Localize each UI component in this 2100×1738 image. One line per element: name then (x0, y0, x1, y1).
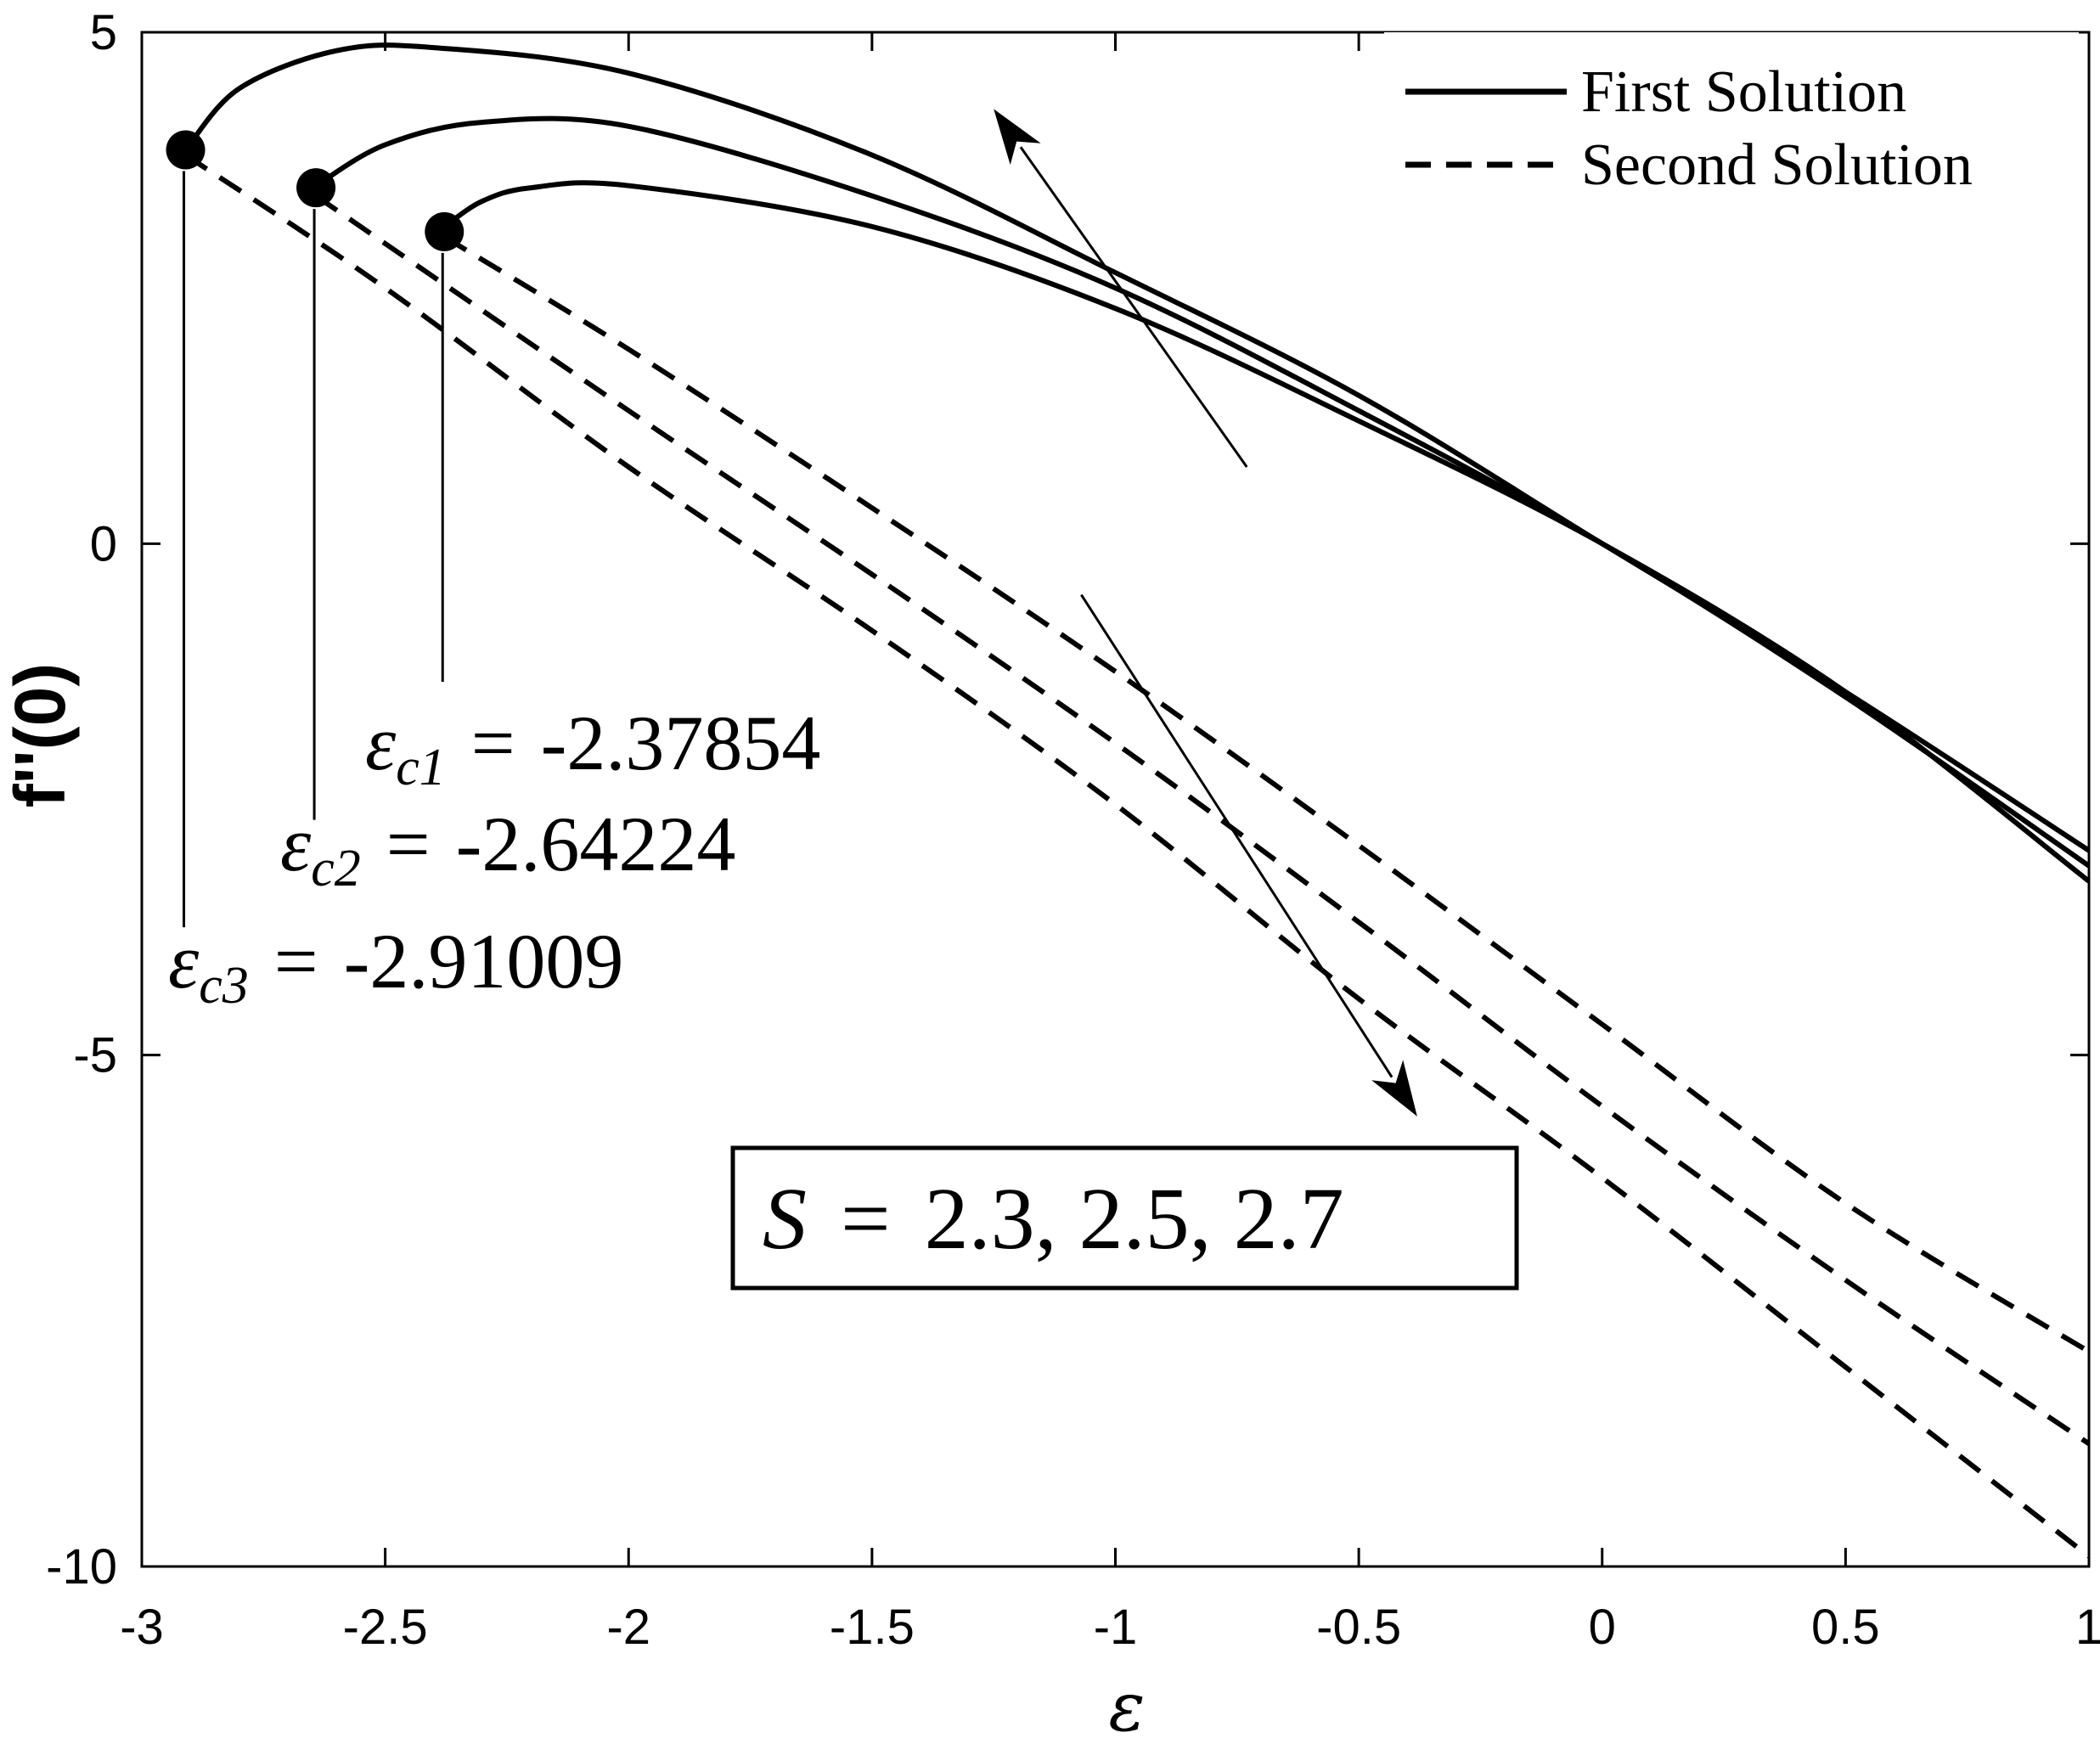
trend-arrow-shaft-1 (1019, 146, 1248, 468)
x-tick-label: -1 (1094, 1600, 1138, 1655)
legend-label-second-solution: Second Solution (1581, 132, 1973, 198)
y-tick-label: -10 (46, 1539, 117, 1595)
critical-value-label-c3: εc3 = -2.91009 (168, 918, 623, 1015)
critical-point-marker-1 (425, 211, 464, 251)
x-tick-label: -2 (606, 1600, 650, 1655)
axes-frame (140, 31, 2091, 1568)
trend-arrow-head-1 (994, 109, 1041, 166)
parameter-label: S = 2.3, 2.5, 2.7 (763, 1170, 1344, 1268)
trend-arrow-shaft-2 (1080, 593, 1393, 1078)
critical-value-c2-subscript: c2 (311, 840, 361, 897)
y-tick-label: 5 (90, 5, 117, 60)
legend-box (1384, 32, 2079, 202)
x-axis-title: ε (1109, 1668, 1146, 1738)
second-solution-curve-2-7 (183, 153, 2091, 1559)
critical-value-c1-equals: = (471, 700, 515, 786)
x-tick-label: 1 (2075, 1600, 2100, 1655)
critical-value-c1-value: -2.37854 (541, 700, 821, 786)
axes: -3 -2.5 -2 -1.5 -1 -0.5 0 0.5 1 -10 -5 0 5 ε f''(0) (0, 5, 2100, 1738)
critical-point-marker-3 (166, 130, 205, 170)
annotations: εc1 = -2.37854 εc2 = -2.64224 εc3 = -2.91009 S… (168, 700, 1519, 1291)
parameter-values: 2.3, 2.5, 2.7 (925, 1170, 1344, 1268)
critical-value-c2-equals: = (386, 801, 431, 887)
critical-value-label-c2: εc2 = -2.64224 (280, 801, 735, 897)
x-tick-label: -3 (120, 1600, 164, 1655)
first-solution-curve-2-7 (183, 42, 2091, 853)
y-axis-title: f''(0) (0, 663, 80, 808)
legend-label-first-solution: First Solution (1581, 59, 1906, 125)
critical-value-c3-value: -2.91009 (344, 918, 624, 1004)
parameter-box (730, 1145, 1519, 1291)
critical-value-c3-subscript: c3 (199, 957, 249, 1015)
critical-value-c1-symbol: ε (365, 700, 397, 786)
parameter-symbol: S (763, 1170, 807, 1268)
critical-value-c2-symbol: ε (280, 801, 312, 887)
parameter-equals: = (841, 1170, 891, 1268)
x-tick-label: 0.5 (1811, 1600, 1880, 1655)
critical-value-label-c1: εc1 = -2.37854 (365, 700, 820, 796)
x-tick-label: -0.5 (1316, 1600, 1401, 1655)
critical-value-c3-equals: = (274, 918, 318, 1004)
critical-value-c1-subscript: c1 (396, 739, 446, 796)
critical-point-marker-2 (296, 168, 336, 208)
x-tick-label: -1.5 (830, 1600, 915, 1655)
critical-value-c2-value: -2.64224 (456, 801, 736, 887)
y-tick-label: -5 (73, 1028, 117, 1083)
y-tick-label: 0 (90, 516, 117, 571)
critical-value-c3-symbol: ε (168, 918, 200, 1004)
trend-arrow-head-2 (1371, 1060, 1417, 1116)
second-solution-curve-2-3 (442, 234, 2091, 1354)
legend: First Solution Second Solution (1384, 32, 2079, 202)
plot-area (166, 42, 2091, 1559)
x-tick-label: 0 (1589, 1600, 1616, 1655)
x-tick-label: -2.5 (343, 1600, 428, 1655)
second-solution-curve-2-5 (314, 194, 2091, 1446)
